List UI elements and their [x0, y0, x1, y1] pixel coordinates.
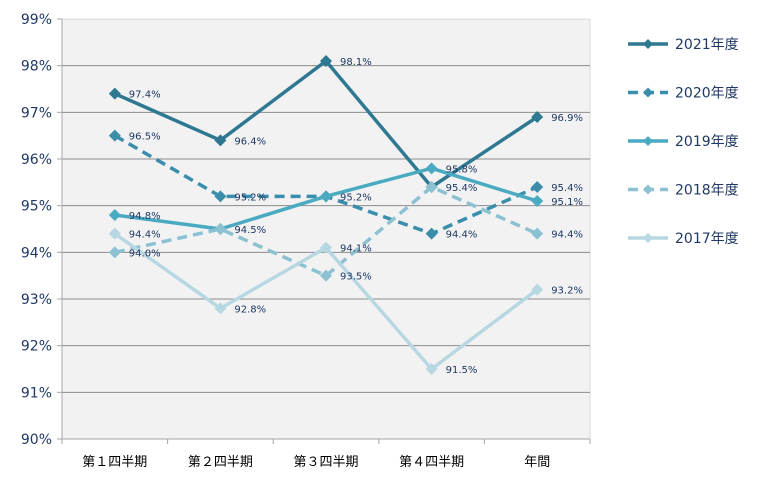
data-point-marker — [425, 227, 438, 240]
data-label: 94.1% — [340, 244, 372, 255]
data-point-marker — [320, 190, 332, 203]
x-tick-label: 第１四半期 — [82, 455, 147, 470]
y-tick-label: 92% — [21, 339, 52, 355]
legend-label: 2020年度 — [675, 86, 739, 102]
y-tick-label: 99% — [21, 12, 52, 28]
gridlines — [62, 65, 590, 393]
data-point-marker — [320, 241, 332, 254]
data-point-marker — [531, 181, 544, 193]
data-label: 94.4% — [446, 230, 478, 241]
data-label: 94.4% — [551, 230, 583, 241]
legend-marker — [643, 136, 653, 146]
legend-marker — [643, 39, 653, 49]
x-tick-label: 第３四半期 — [293, 455, 358, 470]
axes — [61, 19, 590, 440]
y-tick-label: 97% — [21, 105, 52, 121]
data-label: 94.4% — [129, 230, 161, 241]
data-point-marker — [531, 227, 544, 240]
series-lines — [108, 55, 544, 375]
y-tick-label: 91% — [21, 385, 52, 401]
y-tick-label: 95% — [21, 199, 52, 215]
data-labels: 97.4% 96.4% 98.1% 95.4% 96.9% 96.5% 95.2% 95.2%… — [129, 57, 583, 376]
data-point-marker — [425, 363, 438, 375]
legend-marker — [643, 87, 653, 98]
data-point-marker — [214, 134, 227, 147]
plot-area — [61, 18, 591, 440]
data-point-marker — [108, 246, 121, 259]
y-tick-label: 90% — [21, 432, 52, 448]
data-label: 95.1% — [551, 197, 583, 208]
data-label: 95.8% — [446, 164, 478, 175]
data-point-marker — [214, 223, 227, 235]
legend-label: 2017年度 — [675, 231, 739, 247]
data-label: 95.4% — [551, 183, 583, 194]
y-tick-label: 98% — [21, 59, 52, 75]
data-point-marker — [320, 55, 332, 67]
y-tick-label: 94% — [21, 245, 52, 261]
data-label: 92.8% — [234, 304, 266, 315]
data-point-marker — [108, 87, 121, 100]
data-label: 96.9% — [551, 113, 583, 124]
data-point-marker — [214, 190, 227, 203]
x-tick-label: 第４四半期 — [399, 455, 464, 470]
data-point-marker — [108, 209, 121, 221]
data-point-marker — [531, 283, 544, 296]
data-point-marker — [320, 269, 332, 282]
data-label: 95.2% — [340, 192, 372, 203]
series-line-3 — [114, 185, 538, 278]
legend-marker — [643, 233, 653, 243]
legend-label: 2018年度 — [675, 183, 739, 199]
data-point-marker — [214, 302, 227, 315]
data-label: 93.2% — [551, 286, 583, 297]
data-label: 94.0% — [129, 248, 161, 259]
x-tick-label: 第２四半期 — [188, 455, 253, 470]
legend-label: 2021年度 — [675, 37, 739, 53]
y-axis-ticks: 90% 91% 92% 93% 94% 95% 96% 97% 98% 99% — [21, 12, 62, 448]
data-point-marker — [425, 162, 438, 175]
data-label: 94.8% — [129, 211, 161, 222]
y-tick-label: 93% — [21, 292, 52, 308]
legend: 2021年度 2020年度 2019年度 2018年度 2017年度 — [628, 37, 739, 247]
data-label: 98.1% — [340, 57, 372, 68]
data-point-marker — [531, 111, 544, 123]
y-tick-label: 96% — [21, 152, 52, 168]
data-label: 96.5% — [129, 132, 161, 143]
data-point-marker — [108, 129, 121, 142]
data-label: 95.4% — [446, 183, 478, 194]
data-point-marker — [108, 227, 121, 240]
data-label: 97.4% — [129, 90, 161, 101]
data-point-marker — [531, 195, 544, 207]
data-point-marker — [425, 181, 438, 193]
data-label: 96.4% — [234, 136, 266, 147]
data-label: 91.5% — [446, 365, 478, 376]
legend-label: 2019年度 — [675, 134, 739, 150]
data-label: 93.5% — [340, 272, 372, 283]
data-label: 94.5% — [234, 225, 266, 236]
legend-marker — [643, 184, 653, 195]
x-axis-ticks: 第１四半期 第２四半期 第３四半期 第４四半期 年間 — [61, 439, 591, 470]
x-tick-label: 年間 — [524, 455, 550, 470]
data-label: 95.2% — [234, 192, 266, 203]
